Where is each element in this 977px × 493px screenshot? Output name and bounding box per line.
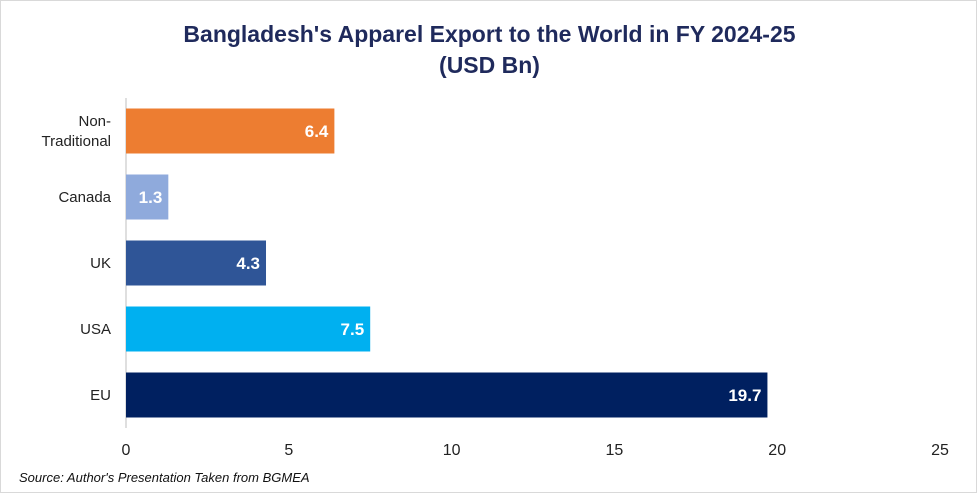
category-label: EU (90, 387, 111, 404)
category-label-line: USA (80, 321, 111, 338)
bar-uk (126, 240, 267, 286)
bar-eu (126, 372, 768, 418)
bar-value-label: 1.3 (139, 188, 163, 207)
chart-title-line-2: (USD Bn) (439, 52, 540, 78)
chart-title: Bangladesh's Apparel Export to the World… (1, 19, 977, 81)
x-tick-label: 25 (931, 442, 949, 459)
category-label-line: EU (90, 387, 111, 404)
category-label: Non- Traditional (42, 113, 111, 150)
chart-title-line-1: Bangladesh's Apparel Export to the World… (183, 21, 796, 47)
category-label: USA (80, 321, 111, 338)
x-tick-label: 10 (443, 442, 461, 459)
x-tick-label: 0 (122, 442, 131, 459)
category-label-line: Traditional (42, 133, 111, 150)
x-tick-label: 20 (768, 442, 786, 459)
bar-value-label: 19.7 (728, 386, 761, 405)
x-tick-label: 15 (606, 442, 624, 459)
category-label: UK (90, 255, 111, 272)
bar-value-label: 4.3 (236, 254, 260, 273)
category-label-line: UK (90, 255, 111, 272)
chart-source: Source: Author's Presentation Taken from… (19, 470, 310, 485)
bar-value-label: 7.5 (341, 320, 365, 339)
category-label: Canada (58, 189, 111, 206)
category-label-line: Canada (58, 189, 111, 206)
bar-value-label: 6.4 (305, 122, 329, 141)
bar-usa (126, 306, 371, 352)
x-tick-label: 5 (284, 442, 293, 459)
bars: 6.4 1.3 4.3 7.5 19.7 (126, 108, 768, 418)
bar-non-traditional (126, 108, 335, 154)
bar-canada (126, 174, 169, 220)
category-label-line: Non- (78, 113, 111, 130)
category-axis: Non- Traditional Canada UK USA EU (42, 113, 112, 404)
